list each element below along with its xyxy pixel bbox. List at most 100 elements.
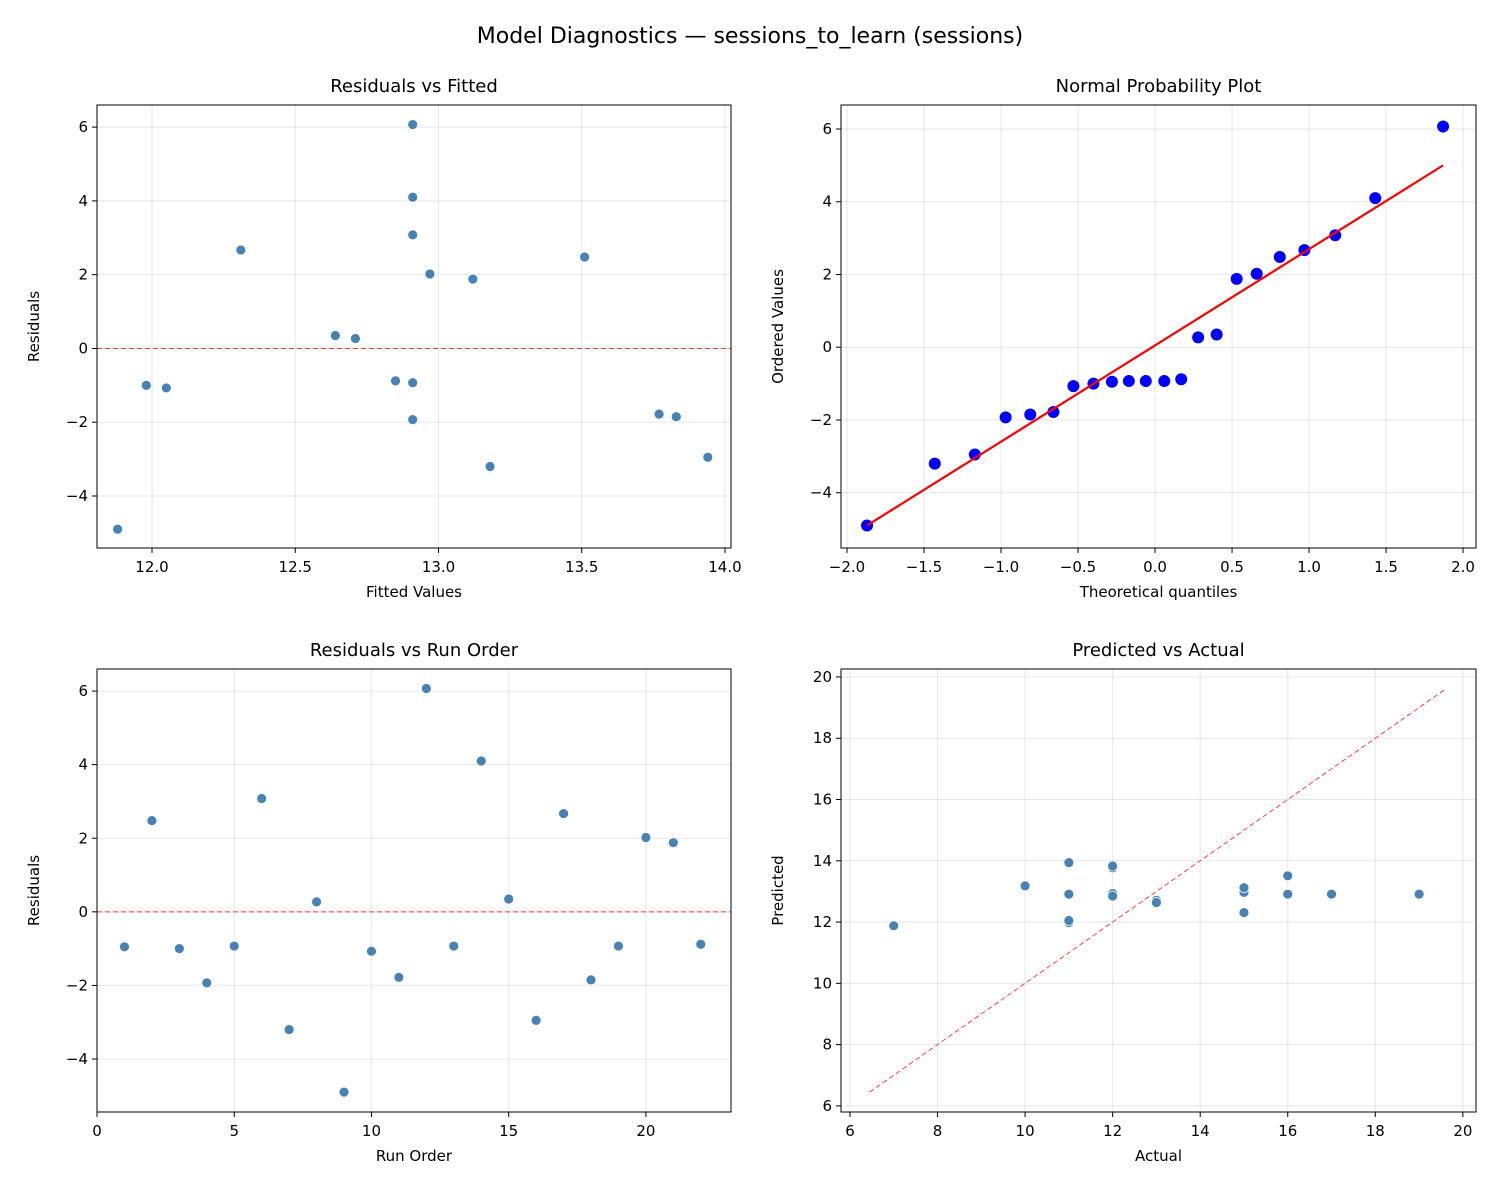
data-point xyxy=(579,251,591,263)
y-tick-label: 6 xyxy=(78,682,88,700)
data-point xyxy=(667,837,679,849)
data-point xyxy=(146,815,158,826)
data-point xyxy=(424,268,436,280)
data-point xyxy=(999,411,1012,424)
x-tick-label: 14 xyxy=(1191,1122,1210,1140)
x-tick-label: 18 xyxy=(1366,1122,1385,1140)
y-tick-label: 4 xyxy=(822,193,832,211)
x-tick-label: 2.0 xyxy=(1451,558,1475,576)
y-tick-label: 8 xyxy=(822,1036,832,1054)
data-point xyxy=(653,408,665,420)
x-tick-label: 12.0 xyxy=(135,558,168,576)
data-point xyxy=(613,940,624,952)
subplot-3: 0 5 10 15 20 −4 −2 0 2 4 6 Residuals vs Run Order Ru… xyxy=(25,640,732,1165)
subplot-title: Residuals vs Run Order xyxy=(310,640,519,661)
data-point xyxy=(695,938,707,950)
data-point xyxy=(393,971,405,983)
x-tick-label: 6 xyxy=(845,1122,855,1140)
x-tick-label: 14.0 xyxy=(708,558,741,576)
y-axis-label: Ordered Values xyxy=(769,269,787,384)
data-point xyxy=(1210,328,1223,341)
data-point xyxy=(585,974,597,986)
subplot-4: 6 8 10 12 14 16 18 20 6 8 10 12 14 16 18 20 Predicted vs… xyxy=(769,640,1477,1165)
x-tick-label: −1.5 xyxy=(906,558,942,576)
y-tick-label: 10 xyxy=(813,974,832,992)
data-point xyxy=(1047,405,1060,418)
data-point xyxy=(407,377,419,389)
y-axis-label: Residuals xyxy=(25,855,43,926)
data-point xyxy=(1151,897,1162,908)
y-tick-label: 0 xyxy=(78,903,88,921)
y-tick-label: 6 xyxy=(822,120,832,138)
x-tick-label: 15 xyxy=(499,1122,518,1140)
data-point xyxy=(968,448,981,461)
x-tick-label: 13.5 xyxy=(565,558,598,576)
data-point xyxy=(1238,907,1250,918)
x-tick-label: 8 xyxy=(933,1122,943,1140)
reference-line xyxy=(866,164,1444,527)
data-point xyxy=(1238,882,1250,894)
x-tick-label: 20 xyxy=(636,1122,655,1140)
data-point xyxy=(1019,880,1031,892)
data-point xyxy=(407,229,419,241)
y-tick-label: −4 xyxy=(66,1050,88,1068)
data-point xyxy=(670,411,682,423)
data-point xyxy=(1107,890,1119,902)
data-point xyxy=(311,896,322,908)
y-tick-label: 12 xyxy=(813,913,832,931)
data-point xyxy=(228,940,240,952)
data-point xyxy=(888,920,900,932)
data-point xyxy=(558,808,569,820)
data-point xyxy=(1175,373,1188,386)
y-tick-label: 0 xyxy=(822,338,832,356)
y-tick-label: 4 xyxy=(78,756,88,774)
data-point xyxy=(338,1086,350,1098)
data-point xyxy=(201,977,213,989)
data-point xyxy=(467,273,479,285)
data-point xyxy=(1122,375,1135,388)
x-tick-label: 13.0 xyxy=(422,558,455,576)
axes-frame xyxy=(96,104,732,549)
data-point xyxy=(173,943,185,955)
data-point xyxy=(420,683,432,694)
data-point xyxy=(350,333,361,344)
x-tick-label: 0.0 xyxy=(1143,558,1167,576)
reference-line xyxy=(869,688,1446,1093)
data-point xyxy=(256,793,268,804)
x-tick-label: 1.5 xyxy=(1374,558,1398,576)
axes-frame xyxy=(96,668,732,1113)
y-tick-label: 2 xyxy=(78,829,88,847)
x-axis-label: Run Order xyxy=(376,1147,453,1165)
data-point xyxy=(475,755,487,767)
y-tick-label: 18 xyxy=(813,729,832,747)
data-point xyxy=(366,945,377,957)
x-tick-label: −0.5 xyxy=(1060,558,1096,576)
subplot-1: 12.0 12.5 13.0 13.5 14.0 −4 −2 0 2 4 6 Residuals vs… xyxy=(25,76,742,601)
y-axis-label: Predicted xyxy=(769,855,787,925)
y-tick-label: 6 xyxy=(822,1097,832,1115)
y-tick-label: −2 xyxy=(66,413,88,431)
data-point xyxy=(1282,870,1294,882)
data-point xyxy=(702,451,714,463)
data-point xyxy=(1158,375,1171,388)
data-point xyxy=(1273,251,1286,264)
y-tick-label: −4 xyxy=(810,484,832,502)
y-tick-label: 2 xyxy=(78,266,88,284)
data-point xyxy=(283,1024,295,1035)
x-tick-label: 12.5 xyxy=(279,558,312,576)
y-tick-label: −4 xyxy=(66,487,88,505)
data-point xyxy=(1063,888,1075,900)
data-point xyxy=(1282,888,1294,900)
data-point xyxy=(1326,888,1337,900)
data-point xyxy=(235,244,247,256)
x-tick-label: 0 xyxy=(92,1122,102,1140)
axes-frame xyxy=(840,104,1477,549)
data-point xyxy=(407,414,419,426)
x-tick-label: −2.0 xyxy=(829,558,865,576)
y-tick-label: −2 xyxy=(66,976,88,994)
data-point xyxy=(448,940,460,952)
data-point xyxy=(1250,267,1263,280)
data-point xyxy=(112,523,124,535)
x-axis-label: Actual xyxy=(1135,1147,1182,1165)
